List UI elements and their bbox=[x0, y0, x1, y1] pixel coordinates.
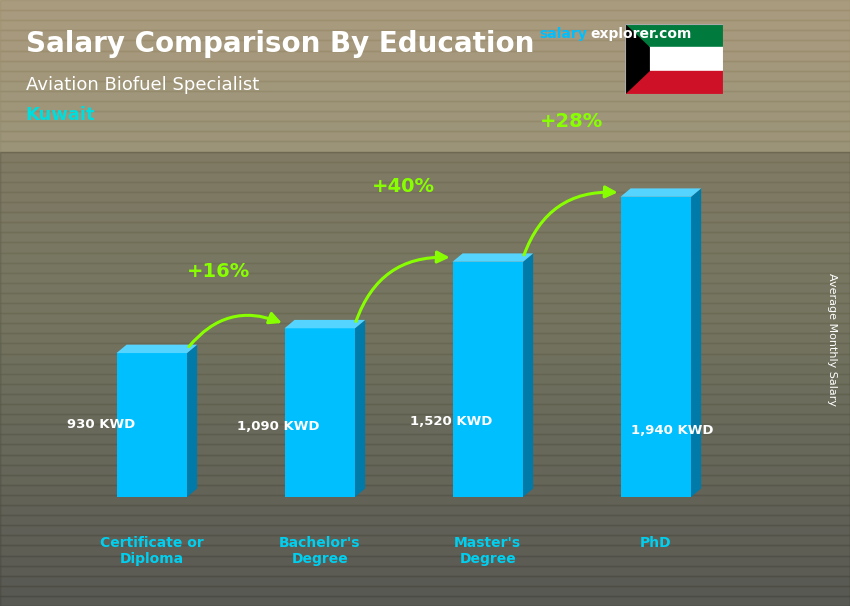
Bar bbox=[0, 323, 850, 333]
Polygon shape bbox=[355, 320, 366, 497]
Bar bbox=[0, 152, 850, 606]
Polygon shape bbox=[691, 188, 701, 497]
Text: +40%: +40% bbox=[372, 177, 435, 196]
Text: 930 KWD: 930 KWD bbox=[67, 419, 135, 431]
Bar bbox=[0, 485, 850, 495]
Bar bbox=[0, 333, 850, 344]
Bar bbox=[0, 495, 850, 505]
Bar bbox=[0, 364, 850, 374]
Bar bbox=[0, 121, 850, 132]
Bar bbox=[0, 91, 850, 101]
Bar bbox=[0, 576, 850, 586]
Bar bbox=[0, 253, 850, 262]
Bar bbox=[0, 505, 850, 515]
Bar bbox=[0, 303, 850, 313]
Bar bbox=[0, 283, 850, 293]
Text: Salary Comparison By Education: Salary Comparison By Education bbox=[26, 30, 534, 58]
Bar bbox=[625, 71, 722, 94]
Bar bbox=[0, 535, 850, 545]
Bar bbox=[0, 10, 850, 20]
Bar bbox=[0, 394, 850, 404]
Bar bbox=[0, 232, 850, 242]
Text: 1,090 KWD: 1,090 KWD bbox=[236, 419, 319, 433]
Bar bbox=[0, 474, 850, 485]
Polygon shape bbox=[620, 188, 701, 197]
Bar bbox=[0, 384, 850, 394]
Polygon shape bbox=[620, 197, 691, 497]
Bar bbox=[0, 515, 850, 525]
Bar bbox=[0, 293, 850, 303]
Text: Certificate or
Diploma: Certificate or Diploma bbox=[100, 536, 204, 566]
Text: Aviation Biofuel Specialist: Aviation Biofuel Specialist bbox=[26, 76, 258, 94]
Text: Master's
Degree: Master's Degree bbox=[454, 536, 521, 566]
Polygon shape bbox=[116, 345, 197, 353]
Bar bbox=[0, 101, 850, 111]
Bar bbox=[0, 71, 850, 81]
Bar bbox=[0, 556, 850, 565]
Polygon shape bbox=[625, 24, 649, 94]
Bar bbox=[0, 41, 850, 50]
Polygon shape bbox=[285, 328, 355, 497]
Bar bbox=[0, 414, 850, 424]
Bar bbox=[0, 132, 850, 141]
Text: Kuwait: Kuwait bbox=[26, 106, 95, 124]
Bar bbox=[0, 81, 850, 91]
Bar bbox=[0, 30, 850, 41]
Bar bbox=[0, 262, 850, 273]
Bar bbox=[0, 152, 850, 162]
Bar bbox=[0, 212, 850, 222]
Text: 1,940 KWD: 1,940 KWD bbox=[632, 424, 714, 438]
Bar bbox=[625, 47, 722, 71]
Polygon shape bbox=[187, 345, 197, 497]
Bar bbox=[0, 344, 850, 353]
Text: +28%: +28% bbox=[540, 112, 604, 131]
Bar bbox=[0, 111, 850, 121]
Polygon shape bbox=[116, 353, 187, 497]
Polygon shape bbox=[452, 262, 523, 497]
Bar bbox=[0, 313, 850, 323]
Text: PhD: PhD bbox=[640, 536, 672, 550]
Polygon shape bbox=[285, 320, 366, 328]
Bar bbox=[0, 565, 850, 576]
Bar bbox=[0, 525, 850, 535]
Bar bbox=[0, 61, 850, 71]
Bar bbox=[0, 182, 850, 192]
Bar bbox=[0, 222, 850, 232]
Bar bbox=[0, 192, 850, 202]
Bar bbox=[0, 273, 850, 283]
Text: 1,520 KWD: 1,520 KWD bbox=[410, 415, 492, 428]
Bar bbox=[0, 424, 850, 435]
Bar bbox=[0, 596, 850, 606]
Bar bbox=[0, 162, 850, 171]
Bar bbox=[0, 586, 850, 596]
Bar bbox=[0, 171, 850, 182]
Text: explorer.com: explorer.com bbox=[591, 27, 692, 41]
Bar bbox=[0, 202, 850, 212]
Polygon shape bbox=[452, 253, 533, 262]
Bar bbox=[0, 50, 850, 61]
Bar bbox=[0, 141, 850, 152]
Text: +16%: +16% bbox=[187, 262, 251, 281]
Bar bbox=[0, 435, 850, 444]
Bar bbox=[0, 545, 850, 556]
Bar bbox=[0, 404, 850, 414]
Bar bbox=[0, 20, 850, 30]
Bar bbox=[0, 374, 850, 384]
Bar bbox=[0, 0, 850, 10]
Bar bbox=[0, 242, 850, 253]
Bar bbox=[625, 24, 722, 47]
Bar bbox=[0, 465, 850, 474]
Text: salary: salary bbox=[540, 27, 587, 41]
Bar bbox=[0, 444, 850, 454]
Bar bbox=[0, 353, 850, 364]
Text: Bachelor's
Degree: Bachelor's Degree bbox=[279, 536, 360, 566]
Text: Average Monthly Salary: Average Monthly Salary bbox=[827, 273, 837, 406]
Polygon shape bbox=[523, 253, 533, 497]
Bar bbox=[0, 454, 850, 465]
